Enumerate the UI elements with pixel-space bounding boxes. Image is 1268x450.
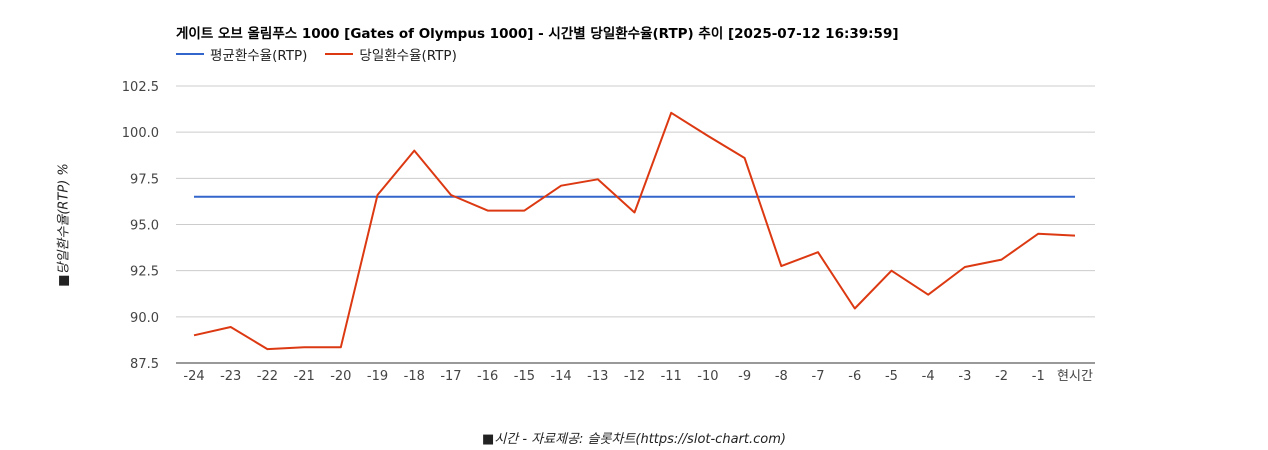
legend-item-daily-rtp[interactable]: 당일환수율(RTP) [325,44,457,64]
x-tick-label: -6 [848,369,861,384]
y-tick-label: 95.0 [130,219,159,234]
x-tick-label: 현시간 [1057,369,1093,384]
x-tick-label: -17 [440,369,461,384]
y-tick-label: 92.5 [130,265,159,280]
x-tick-label: -18 [404,369,425,384]
x-tick-label: -13 [587,369,608,384]
y-tick-label: 97.5 [130,172,159,187]
x-tick-label: -3 [958,369,971,384]
x-tick-label: -8 [775,369,788,384]
legend-label-daily: 당일환수율(RTP) [359,48,457,64]
x-tick-label: -10 [697,369,718,384]
legend-item-average-rtp[interactable]: 평균환수율(RTP) [176,44,307,64]
x-tick-label: -7 [812,369,825,384]
x-tick-label: -14 [550,369,571,384]
y-tick-label: 87.5 [130,357,159,372]
x-tick-label: -23 [220,369,241,384]
x-tick-label: -4 [922,369,935,384]
legend: 평균환수율(RTP) 당일환수율(RTP) [176,44,457,64]
x-tick-label: -22 [257,369,278,384]
x-tick-label: -19 [367,369,388,384]
x-tick-label: -9 [738,369,751,384]
x-tick-label: -20 [330,369,351,384]
y-tick-label: 90.0 [130,311,159,326]
x-tick-label: -21 [294,369,315,384]
legend-swatch-average [176,53,204,55]
x-tick-label: -11 [661,369,682,384]
x-tick-label: -24 [183,369,204,384]
y-tick-label: 102.5 [122,80,159,95]
y-axis-label: ■당일환수율(RTP) % [56,163,72,287]
chart-title: 게이트 오브 올림푸스 1000 [Gates of Olympus 1000]… [176,26,899,42]
x-tick-label: -5 [885,369,898,384]
x-tick-label: -12 [624,369,645,384]
x-axis-label: ■시간 - 자료제공: 슬롯차트(https://slot-chart.com) [482,432,786,447]
x-tick-label: -1 [1032,369,1045,384]
x-tick-label: -15 [514,369,535,384]
legend-swatch-daily [325,53,354,55]
series-line-daily-rtp [193,111,1076,351]
x-tick-label: -2 [995,369,1008,384]
x-tick-label: -16 [477,369,498,384]
y-tick-label: 100.0 [122,126,159,141]
legend-label-average: 평균환수율(RTP) [210,48,308,64]
